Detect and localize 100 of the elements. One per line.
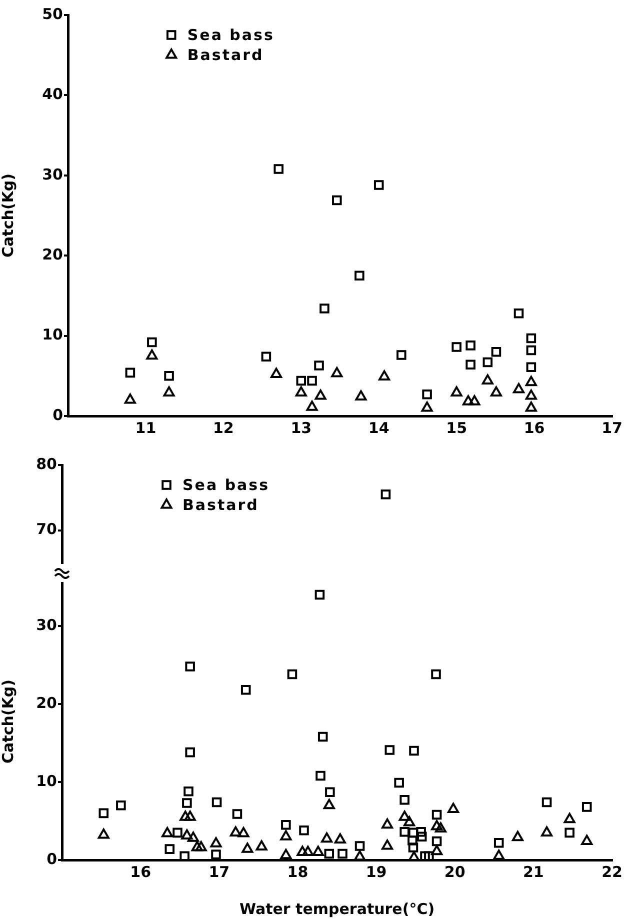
point — [526, 333, 536, 344]
point — [452, 342, 462, 352]
point — [541, 826, 553, 836]
point — [382, 818, 394, 829]
point — [514, 308, 524, 318]
y-tick-label: 10 — [36, 772, 57, 790]
y-tick-label: 10 — [42, 326, 63, 344]
point — [230, 826, 242, 836]
x-tick-label: 19 — [366, 862, 387, 881]
point — [466, 340, 476, 350]
point — [182, 798, 192, 808]
point — [482, 357, 493, 368]
point — [408, 842, 418, 852]
point — [232, 809, 242, 819]
point — [355, 390, 367, 400]
point — [125, 368, 136, 378]
x-tick-label: 11 — [135, 418, 156, 437]
point — [432, 810, 442, 820]
point — [334, 833, 346, 844]
point — [398, 810, 410, 821]
point — [181, 829, 193, 840]
x-tick-label: 16 — [130, 862, 152, 881]
point — [468, 395, 480, 406]
point — [185, 662, 195, 672]
y-tick-label: 30 — [36, 616, 57, 634]
point — [434, 822, 446, 833]
y-tick-label: 20 — [36, 694, 57, 712]
y-tick-label: 0 — [46, 850, 57, 868]
legend-label: Sea bass — [182, 476, 270, 494]
point — [261, 352, 272, 362]
x-tick-label: 17 — [208, 862, 230, 881]
point — [295, 386, 307, 396]
point — [564, 828, 574, 838]
point — [184, 786, 194, 796]
point — [324, 848, 334, 859]
point — [448, 802, 460, 814]
y-tick-label: 80 — [36, 454, 57, 473]
point — [378, 370, 390, 380]
point — [354, 270, 364, 281]
legend-label: Bastard — [187, 46, 264, 64]
point — [312, 846, 324, 856]
point — [338, 848, 348, 859]
point — [281, 820, 291, 830]
legend-label: Sea bass — [187, 26, 274, 44]
point — [98, 808, 109, 818]
point — [421, 401, 433, 412]
point — [210, 837, 222, 848]
point — [242, 842, 254, 853]
point — [307, 376, 317, 386]
point — [542, 797, 552, 808]
point — [494, 838, 504, 848]
point — [416, 832, 427, 842]
point — [526, 345, 536, 356]
point — [240, 685, 251, 695]
point — [256, 840, 268, 850]
point — [314, 590, 325, 600]
point — [331, 366, 343, 378]
point — [525, 389, 537, 400]
x-tick-label: 15 — [446, 418, 468, 437]
point — [321, 832, 333, 843]
point — [525, 376, 537, 386]
point — [274, 164, 284, 174]
point — [396, 350, 406, 360]
x-tick-label: 22 — [602, 862, 622, 881]
point — [526, 362, 536, 372]
point — [382, 839, 394, 850]
point — [185, 747, 195, 758]
point — [187, 832, 199, 842]
point — [512, 830, 524, 842]
point — [172, 828, 182, 838]
point — [270, 368, 282, 378]
point — [162, 826, 174, 838]
y-tick-label: 20 — [42, 245, 63, 264]
point — [490, 386, 502, 396]
point — [416, 827, 426, 837]
point — [314, 360, 324, 370]
point — [287, 669, 298, 680]
y-tick-label: 50 — [42, 4, 63, 23]
point — [466, 360, 476, 370]
point — [400, 827, 410, 837]
point — [431, 820, 443, 830]
point — [164, 371, 174, 381]
y-tick-label: 0 — [52, 406, 63, 424]
x-tick-label: 14 — [368, 418, 390, 437]
point — [124, 393, 136, 404]
point — [280, 830, 292, 840]
point — [450, 386, 462, 396]
point — [316, 770, 326, 781]
x-tick-label: 17 — [602, 418, 622, 437]
point — [163, 386, 175, 396]
point — [191, 841, 203, 852]
point — [299, 825, 309, 836]
point — [432, 836, 442, 846]
point — [296, 376, 306, 386]
x-tick-label: 20 — [444, 862, 466, 881]
point — [431, 669, 441, 680]
point — [306, 400, 318, 411]
point — [147, 337, 157, 348]
y-tick-label: 70 — [36, 520, 57, 538]
point — [582, 802, 592, 812]
